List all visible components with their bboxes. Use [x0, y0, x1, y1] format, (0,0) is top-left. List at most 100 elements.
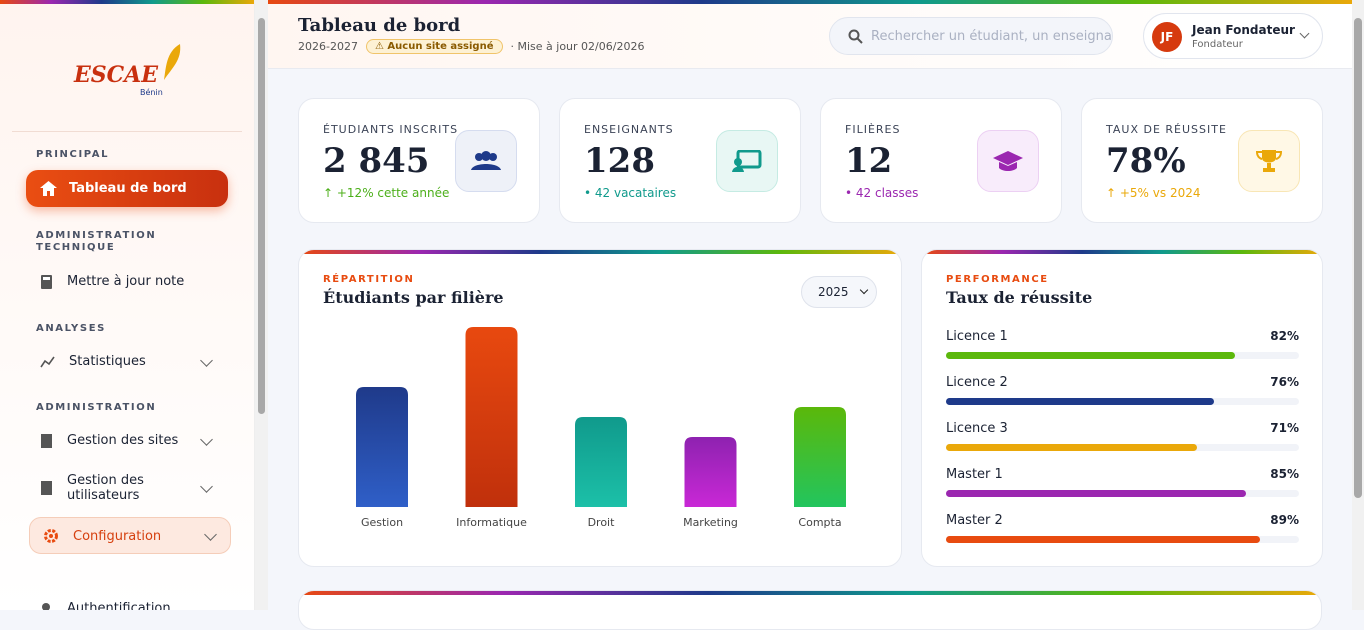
bar-chart: Gestion Informatique Droit Marketing Compta: [356, 327, 846, 529]
nav-label: Mettre à jour note: [67, 274, 185, 289]
row-label: Licence 3: [946, 421, 1008, 436]
row-label: Master 2: [946, 513, 1003, 528]
sidebar: ESCAE Bénin PRINCIPAL Tableau de bord AD…: [0, 0, 255, 610]
stat-value: 12: [845, 141, 893, 181]
logo-name: ESCAE: [74, 62, 159, 88]
icon: [41, 481, 52, 495]
section-title: ANALYSES: [36, 323, 106, 334]
stat-label: FILIÈRES: [845, 123, 901, 136]
user-role: Fondateur: [1192, 39, 1243, 50]
stat-icon: [1238, 130, 1300, 192]
rainbow-bar: [0, 0, 254, 4]
stat-card: ÉTUDIANTS INSCRITS 2 845 ↑ +12% cette anné…: [298, 98, 540, 223]
nav-item-active[interactable]: Tableau de bord: [26, 170, 228, 207]
row-label: Licence 1: [946, 329, 1008, 344]
user-menu[interactable]: JF Jean Fondateur Fondateur: [1143, 13, 1323, 59]
search-icon: [848, 29, 863, 44]
section-title: ADMINISTRATION: [36, 402, 157, 413]
nav-item[interactable]: Gestion des sites: [40, 433, 178, 448]
row-label: Master 1: [946, 467, 1003, 482]
nav-label: Statistiques: [69, 354, 146, 369]
scrollbar[interactable]: [255, 0, 268, 610]
chart-card: RÉPARTITION Étudiants par filière 2025 Gest…: [298, 249, 902, 567]
rainbow-bar: [268, 0, 1352, 4]
scroll-thumb[interactable]: [258, 18, 265, 414]
chart-card: PERFORMANCE Taux de réussite Licence 1 82% L…: [921, 249, 1323, 567]
icon: [1255, 150, 1283, 172]
stat-note: ↑ +12% cette année: [323, 186, 450, 200]
icon: [471, 151, 501, 170]
search-placeholder: Rechercher un étudiant, un enseignant: [871, 29, 1113, 44]
x-tick-label: Informatique: [456, 516, 527, 529]
stat-icon: [716, 130, 778, 192]
logo-feather: [164, 44, 181, 80]
row-value: 82%: [1270, 329, 1299, 343]
chevron: [200, 480, 213, 493]
stat-note: • 42 classes: [845, 186, 919, 200]
divider: [12, 131, 242, 132]
bar: [946, 352, 1236, 359]
x-tick-label: Marketing: [683, 516, 738, 529]
stat-note: ↑ +5% vs 2024: [1106, 186, 1201, 200]
stat-value: 128: [584, 141, 655, 181]
badge-text: Aucun site assigné: [387, 41, 494, 52]
nav-item-open[interactable]: Configuration: [29, 517, 231, 554]
chart-kicker: PERFORMANCE: [946, 274, 1049, 285]
search-box[interactable]: Rechercher un étudiant, un enseignant: [829, 17, 1113, 55]
stat-value: 2 845: [323, 141, 430, 181]
avatar: JF: [1152, 22, 1182, 52]
bar: [575, 417, 627, 507]
home-icon: [40, 181, 57, 196]
chevron: [200, 354, 213, 367]
stat-icon: [455, 130, 517, 192]
nav-label: Authentification: [67, 601, 171, 610]
bar: [946, 490, 1247, 497]
warn-icon: ⚠: [374, 41, 388, 52]
section-title: ADMINISTRATION TECHNIQUE: [36, 230, 157, 253]
x-tick-label: Droit: [588, 516, 616, 529]
header: Tableau de bord 2026-2027 ⚠ Aucun site a…: [268, 0, 1352, 69]
icon: [42, 602, 50, 610]
year-select[interactable]: 2025: [801, 276, 877, 308]
bar: [794, 407, 846, 507]
bar: [356, 387, 408, 507]
stat-card: ENSEIGNANTS 128 • 42 vacataires: [559, 98, 801, 223]
scrollbar[interactable]: [1352, 0, 1364, 610]
nav-item[interactable]: Gestion des utilisateurs: [40, 473, 170, 503]
row-value: 89%: [1270, 513, 1299, 527]
section-title: PRINCIPAL: [36, 149, 110, 160]
chevron: [204, 528, 217, 541]
chart-title: Étudiants par filière: [323, 288, 504, 307]
icon: [993, 151, 1023, 171]
bar: [946, 444, 1197, 451]
nav-label: Gestion des sites: [67, 433, 179, 448]
nav-item[interactable]: Authentification: [40, 601, 171, 610]
nav-label: Tableau de bord: [69, 181, 187, 196]
chart-kicker: RÉPARTITION: [323, 274, 415, 285]
logo-subtitle: Bénin: [140, 88, 163, 97]
logo: ESCAE Bénin: [70, 44, 185, 104]
chart-title: Taux de réussite: [946, 288, 1093, 307]
rainbow-bar: [922, 250, 1322, 254]
x-tick-label: Compta: [798, 516, 841, 529]
stat-label: ENSEIGNANTS: [584, 123, 674, 136]
nav-label: Gestion des utilisateurs: [67, 473, 144, 503]
rainbow-bar: [299, 250, 901, 254]
nav-label: Configuration: [73, 529, 162, 544]
stat-note: • 42 vacataires: [584, 186, 677, 200]
icon: [41, 274, 52, 289]
stat-label: ÉTUDIANTS INSCRITS: [323, 123, 459, 136]
bar: [946, 398, 1215, 405]
icon: [732, 150, 762, 172]
stat-card: TAUX DE RÉUSSITE 78% ↑ +5% vs 2024: [1081, 98, 1323, 223]
nav-item[interactable]: Mettre à jour note: [40, 274, 184, 289]
bar: [946, 536, 1261, 543]
row-value: 85%: [1270, 467, 1299, 481]
stat-icon: [977, 130, 1039, 192]
nav-item[interactable]: Statistiques: [40, 354, 146, 369]
x-tick-label: Gestion: [361, 516, 403, 529]
scroll-thumb[interactable]: [1354, 18, 1362, 498]
chevron: [200, 433, 213, 446]
user-name: Jean Fondateur: [1192, 23, 1295, 37]
bar: [684, 437, 737, 507]
